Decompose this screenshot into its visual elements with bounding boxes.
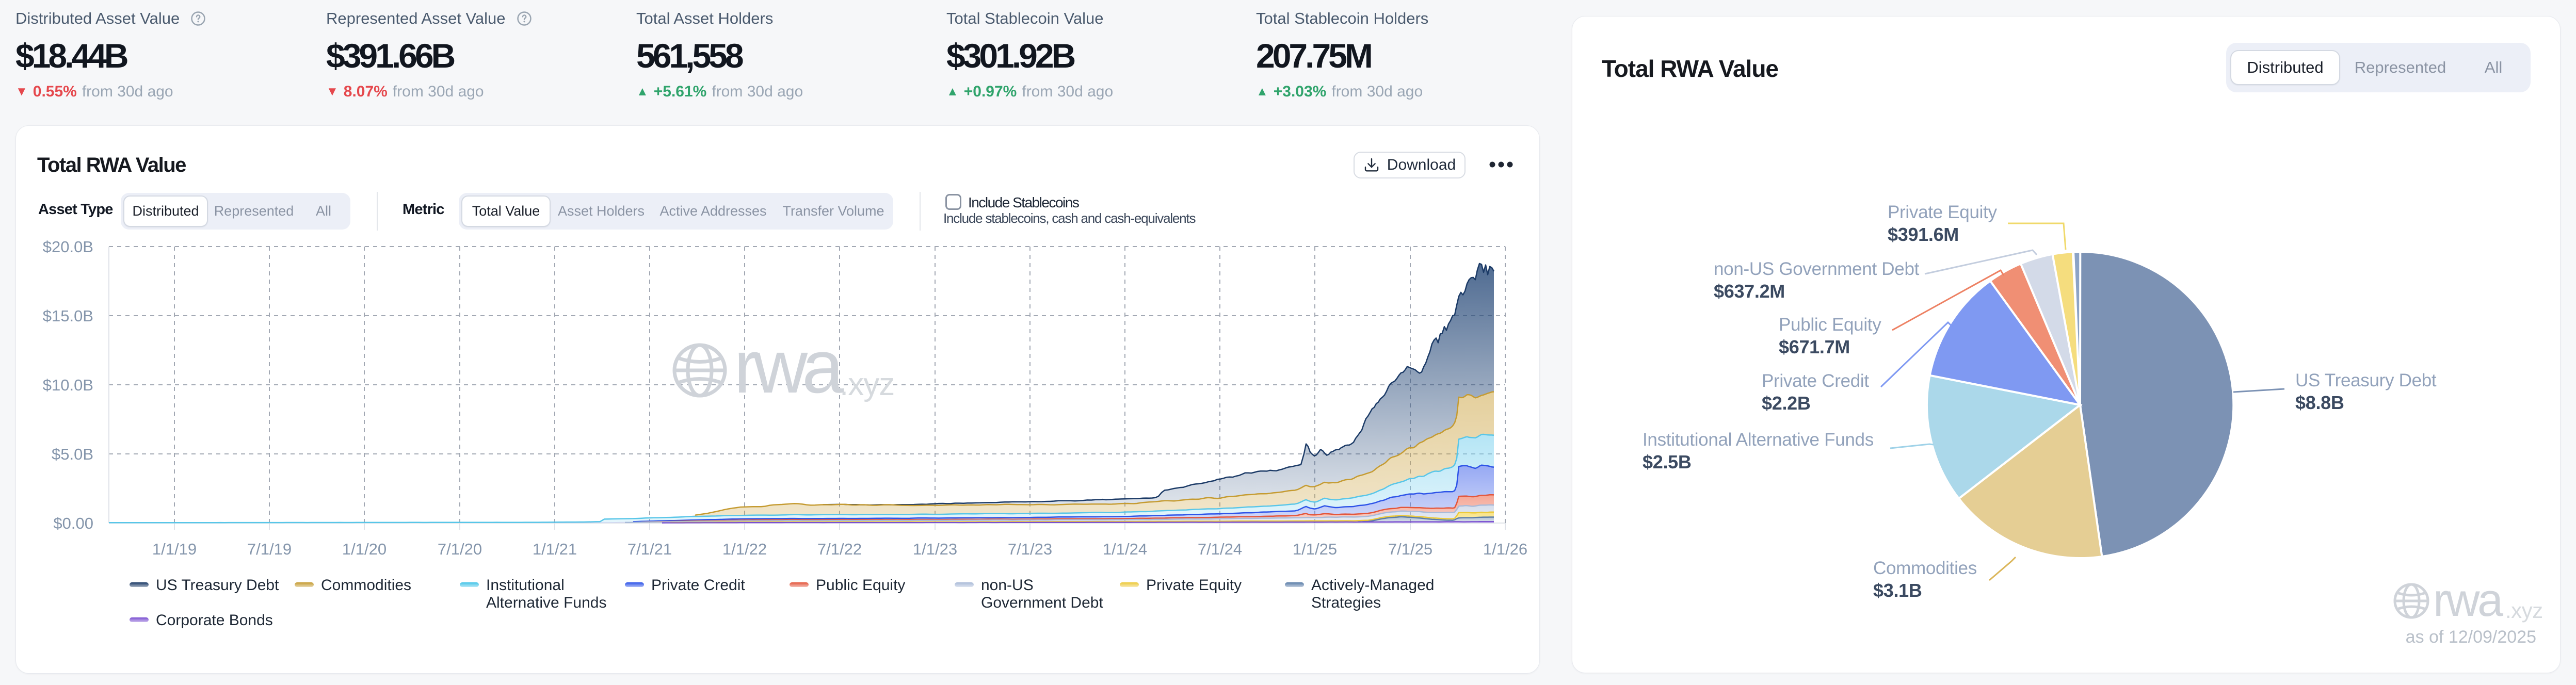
svg-text:$5.0B: $5.0B [52, 445, 93, 463]
svg-text:1/1/25: 1/1/25 [1293, 540, 1337, 558]
svg-text:$15.0B: $15.0B [43, 307, 93, 325]
svg-text:1/1/23: 1/1/23 [913, 540, 957, 558]
svg-text:$0.00: $0.00 [53, 514, 93, 532]
svg-text:1/1/20: 1/1/20 [342, 540, 387, 558]
svg-text:7/1/19: 7/1/19 [247, 540, 292, 558]
svg-text:.xyz: .xyz [840, 367, 894, 402]
svg-text:$20.0B: $20.0B [43, 238, 93, 256]
svg-text:7/1/24: 7/1/24 [1198, 540, 1242, 558]
svg-text:$10.0B: $10.0B [43, 376, 93, 394]
svg-text:1/1/21: 1/1/21 [533, 540, 577, 558]
svg-text:as of 12/09/2025: as of 12/09/2025 [2406, 627, 2536, 647]
svg-text:1/1/26: 1/1/26 [1483, 540, 1527, 558]
svg-text:rwa: rwa [734, 324, 844, 409]
svg-text:rwa: rwa [2433, 575, 2504, 626]
svg-text:7/1/25: 7/1/25 [1388, 540, 1432, 558]
svg-text:7/1/23: 7/1/23 [1008, 540, 1052, 558]
svg-text:1/1/19: 1/1/19 [152, 540, 197, 558]
svg-text:.xyz: .xyz [2505, 598, 2543, 623]
svg-text:7/1/21: 7/1/21 [627, 540, 672, 558]
svg-text:1/1/24: 1/1/24 [1103, 540, 1147, 558]
svg-text:1/1/22: 1/1/22 [722, 540, 767, 558]
svg-text:7/1/20: 7/1/20 [438, 540, 482, 558]
svg-text:7/1/22: 7/1/22 [817, 540, 862, 558]
